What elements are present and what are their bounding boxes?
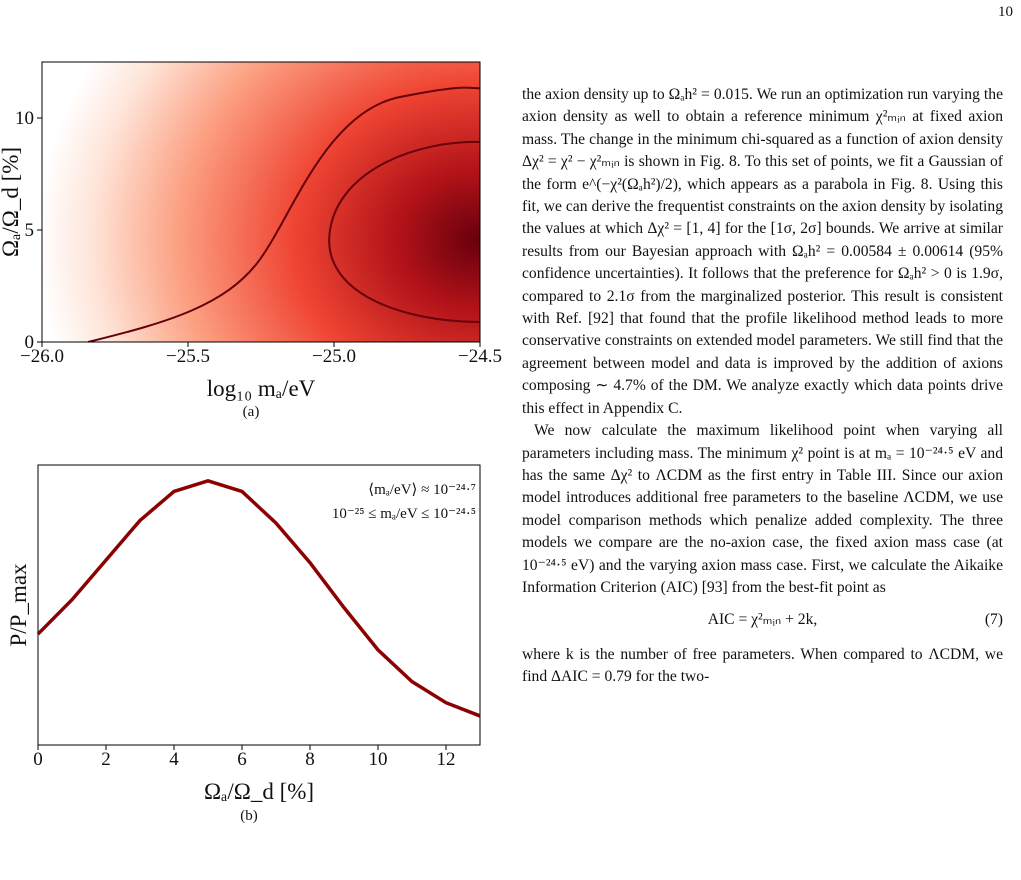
plot-frame [37,464,481,746]
caption: (a) [243,404,260,420]
annotation: 10⁻²⁵ ≤ mₐ/eV ≤ 10⁻²⁴·⁵ [332,506,476,522]
contour-2sigma [87,86,480,342]
x-tick-label: 0 [33,749,43,770]
paragraph: where k is the number of free parameters… [522,645,1003,686]
x-tick-label: 12 [437,749,456,770]
paragraph: We now calculate the maximum likelihood … [522,422,1003,596]
x-tick-label: −24.5 [458,346,502,367]
x-tick-label: 8 [305,749,315,770]
x-tick-label: 6 [237,749,247,770]
x-axis-label: Ωₐ/Ω_d [%] [204,779,314,804]
y-tick-label: 5 [25,220,35,241]
page-number: 10 [998,4,1013,20]
x-tick-label: −26.0 [20,346,64,367]
equation-number: (7) [984,611,1003,629]
posterior-curve [36,479,481,718]
y-tick-label: 10 [15,108,34,129]
paragraph: the axion density up to Ωₐh² = 0.015. We… [522,86,1003,417]
plot-frame [41,61,481,343]
x-tick-label: 10 [369,749,388,770]
heatmap [42,62,480,342]
x-tick-label: −25.0 [312,346,356,367]
x-tick-label: −25.5 [166,346,210,367]
contour-1sigma [328,140,480,323]
x-tick-label: 4 [169,749,179,770]
annotation: ⟨mₐ/eV⟩ ≈ 10⁻²⁴·⁷ [368,482,476,498]
equation: AIC = χ²ₘᵢₙ + 2k, (7) [522,609,1003,631]
caption: (b) [240,808,258,824]
y-axis-label: P/P_max [6,563,31,647]
figures: −26.0 −25.5 −25.0 −24.5 0 5 10 log₁₀ mₐ/eV Ωₐ/Ω_… [0,61,502,824]
text-column: the axion density up to Ωₐh² = 0.015. We… [522,84,1003,689]
x-axis-label: log₁₀ mₐ/eV [207,376,316,401]
y-tick-label: 0 [25,332,35,353]
x-tick-label: 2 [101,749,111,770]
y-axis-label: Ωₐ/Ω_d [%] [0,147,23,257]
density [42,62,480,342]
equation-text: AIC = χ²ₘᵢₙ + 2k, [707,611,818,629]
